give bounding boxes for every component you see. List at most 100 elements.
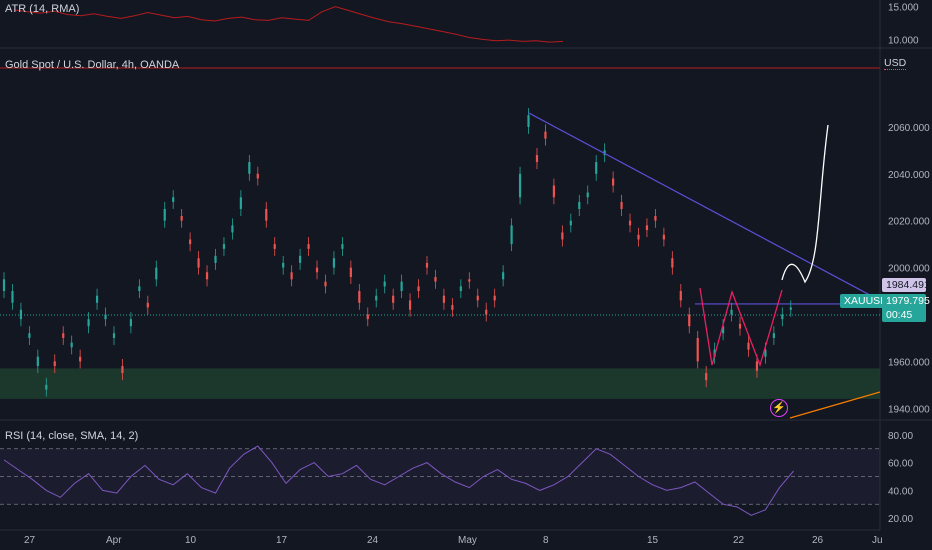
candle (11, 291, 14, 303)
candle (451, 305, 454, 310)
atr-title: ATR (14, RMA) (5, 3, 80, 15)
candle (163, 208, 166, 221)
rsi-line (3, 445, 794, 516)
candle (189, 239, 192, 245)
atr-tick-label: 10.000 (888, 35, 919, 46)
rsi-tick-label: 80.00 (888, 431, 913, 442)
candle (425, 262, 429, 268)
main-title: Gold Spot / U.S. Dollar, 4h, OANDA (5, 59, 180, 71)
candle (544, 131, 547, 139)
candle (299, 255, 302, 263)
candle (222, 244, 226, 249)
candle (366, 314, 369, 320)
x-tick-label: 15 (647, 535, 659, 546)
candle (95, 295, 99, 303)
candle (705, 373, 708, 381)
candle (408, 300, 412, 310)
currency-label[interactable]: USD (884, 57, 907, 70)
double-bottom-pattern (699, 287, 783, 368)
candle (679, 291, 682, 301)
x-tick-label: Ju (872, 535, 883, 546)
candle (332, 258, 336, 268)
lower-trendline (789, 391, 881, 419)
candle (493, 295, 496, 301)
candle (104, 314, 107, 320)
candle (349, 267, 352, 277)
candle (19, 309, 23, 320)
candle (375, 295, 378, 301)
candle (645, 225, 649, 231)
candle (595, 162, 598, 174)
candle (341, 244, 344, 249)
candle (248, 162, 251, 174)
candle (671, 258, 674, 268)
candle (282, 262, 285, 268)
support-zone (0, 368, 880, 399)
candle (383, 281, 386, 287)
symbol-tag: XAUUSD (840, 294, 892, 308)
candle (62, 333, 65, 338)
candle (476, 295, 479, 301)
candle (307, 244, 310, 249)
candle (87, 319, 90, 327)
candle (552, 185, 555, 198)
candle (628, 220, 632, 226)
candle (315, 267, 319, 273)
candle (578, 201, 581, 209)
candle (417, 286, 420, 292)
price-tick-label: 2060.000 (888, 123, 930, 134)
candle (662, 234, 665, 240)
rsi-tick-label: 60.00 (888, 459, 913, 470)
candle (434, 276, 437, 282)
candle (654, 216, 657, 221)
last-price-tag: 1979.795 (882, 294, 930, 308)
x-tick-label: 22 (733, 535, 745, 546)
candle (129, 319, 132, 327)
candle (468, 279, 471, 282)
rsi-tick-label: 20.00 (888, 514, 913, 525)
atr-line (13, 6, 564, 43)
price-tick-label: 1960.000 (888, 357, 930, 368)
lightning-icon[interactable]: ⚡ (770, 399, 788, 417)
candle (518, 173, 522, 198)
candle (603, 150, 606, 156)
rsi-band (0, 448, 880, 505)
x-tick-label: 8 (543, 535, 549, 546)
candle (172, 197, 175, 202)
price-tick-label: 2040.000 (888, 170, 930, 181)
candle (442, 295, 446, 303)
candle (510, 225, 513, 245)
candle (273, 244, 276, 249)
candle (755, 361, 759, 371)
candle (789, 307, 792, 310)
x-tick-label: 26 (812, 535, 824, 546)
rsi-title: RSI (14, close, SMA, 14, 2) (5, 430, 139, 442)
candle (527, 115, 530, 127)
price-tick-label: 2000.000 (888, 264, 930, 275)
x-tick-label: 27 (24, 535, 36, 546)
candle (28, 333, 31, 338)
candle (764, 349, 767, 357)
x-tick-label: 10 (185, 535, 197, 546)
candle (231, 225, 234, 233)
price-tick-label: 1940.000 (888, 404, 930, 415)
candle (79, 356, 82, 362)
candle (730, 309, 733, 315)
candle (197, 258, 200, 268)
candle (214, 255, 217, 263)
projection-line (781, 124, 829, 284)
candle (70, 342, 73, 348)
price-tick-label: 2020.000 (888, 217, 930, 228)
candle (688, 314, 691, 327)
candle (561, 232, 564, 240)
candle (612, 178, 615, 186)
candle (586, 192, 589, 198)
candle (239, 197, 242, 209)
candle (324, 281, 327, 287)
candle (121, 366, 124, 374)
candle (112, 333, 116, 338)
candle (620, 201, 623, 209)
candle (256, 173, 259, 179)
